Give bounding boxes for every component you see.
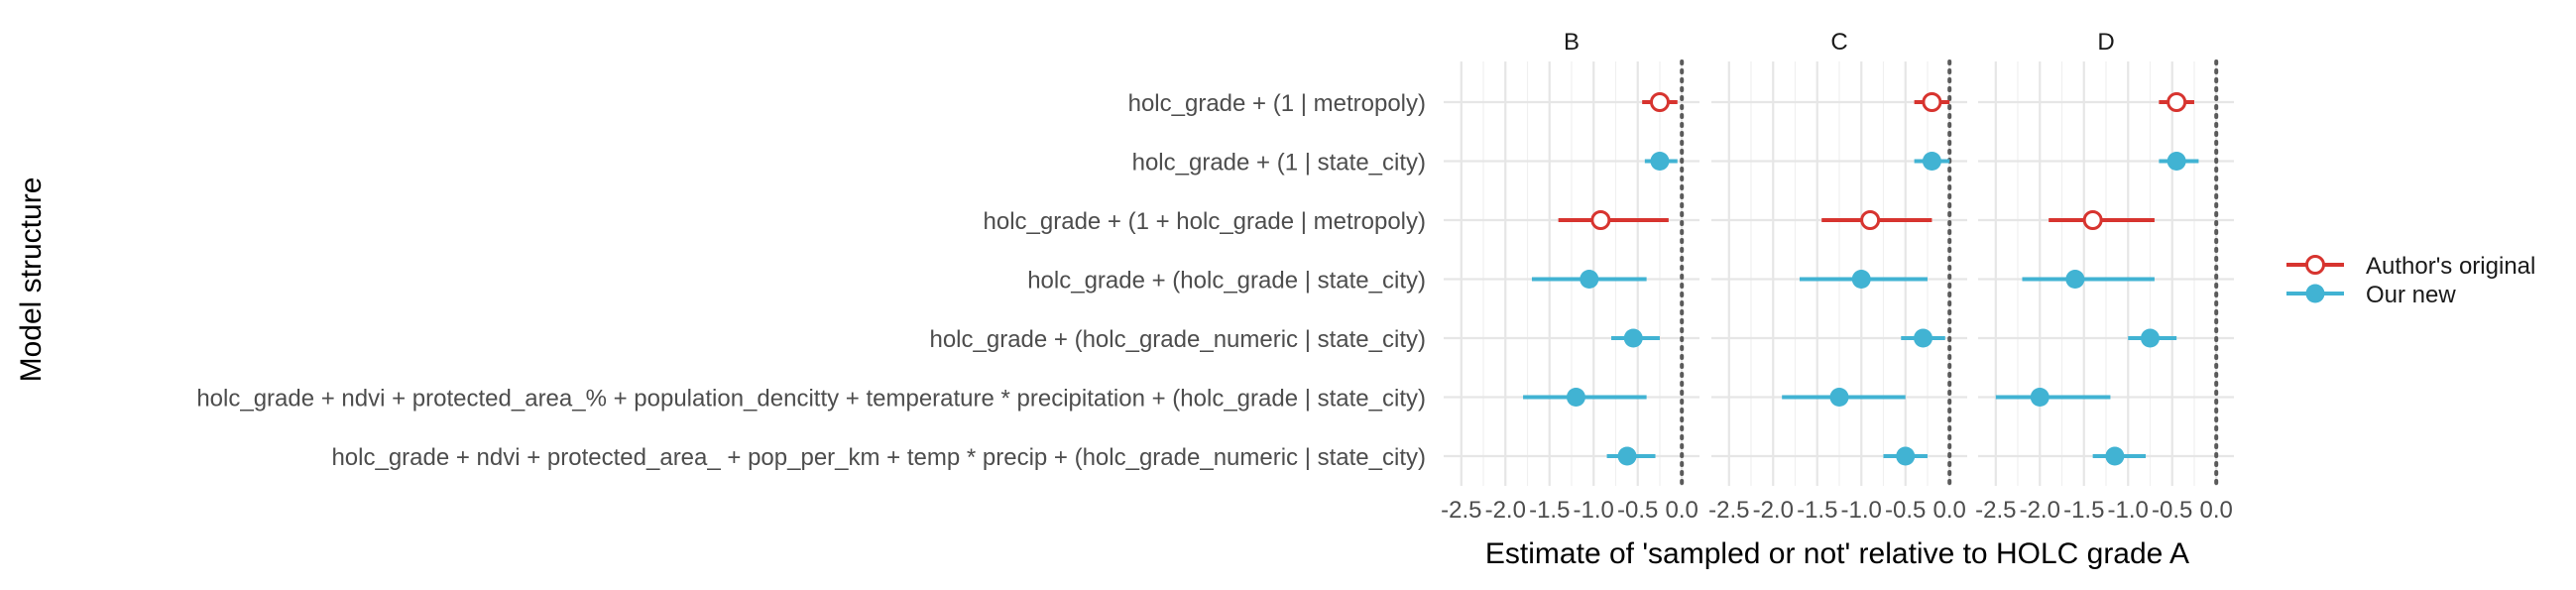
legend-key-marker <box>2305 284 2325 303</box>
legend-key-marker <box>2305 255 2325 275</box>
estimate-point-new <box>1617 446 1637 466</box>
estimate-point-new <box>2105 446 2125 466</box>
estimate-point-new <box>2166 152 2186 171</box>
model-label: holc_grade + (1 + holc_grade | metropoly… <box>984 208 1427 235</box>
estimate-point-original <box>1590 210 1611 230</box>
x-tick-label: -2.0 <box>1753 497 1794 524</box>
facet-label: D <box>2097 29 2114 56</box>
legend-label: Author's original <box>2366 253 2535 280</box>
estimate-point-new <box>1580 270 1599 289</box>
estimate-point-original <box>1922 92 1942 112</box>
x-tick-label: -1.0 <box>1841 497 1882 524</box>
estimate-point-new <box>1851 270 1871 289</box>
legend-label: Our new <box>2366 282 2456 308</box>
estimate-point-new <box>1566 388 1585 407</box>
x-tick-label: -0.5 <box>2152 497 2192 524</box>
x-tick-label: -2.5 <box>1975 497 2016 524</box>
x-tick-label: 0.0 <box>1933 497 1966 524</box>
estimate-point-new <box>2030 388 2049 407</box>
estimate-point-new <box>1914 328 1933 348</box>
x-tick-label: -0.5 <box>1885 497 1926 524</box>
model-label: holc_grade + ndvi + protected_area_ + po… <box>331 444 1426 471</box>
model-label: holc_grade + (holc_grade_numeric | state… <box>929 326 1426 353</box>
x-tick-label: -2.0 <box>1485 497 1526 524</box>
estimate-point-new <box>1650 152 1670 171</box>
estimate-point-original <box>2082 210 2103 230</box>
estimate-point-original <box>1860 210 1881 230</box>
estimate-point-new <box>2140 328 2160 348</box>
x-tick-label: -2.0 <box>2020 497 2060 524</box>
x-tick-label: -1.5 <box>1529 497 1570 524</box>
model-label: holc_grade + (1 | metropoly) <box>1128 90 1426 117</box>
model-label: holc_grade + (holc_grade | state_city) <box>1027 268 1426 295</box>
model-label: holc_grade + ndvi + protected_area_% + p… <box>196 386 1426 413</box>
estimate-point-new <box>1623 328 1643 348</box>
x-tick-label: -0.5 <box>1617 497 1658 524</box>
x-tick-label: 0.0 <box>2200 497 2233 524</box>
model-label: holc_grade + (1 | state_city) <box>1132 150 1426 177</box>
facet-panel-D: D -2.5 -2.0 -1.5 -1.0 -0.5 0.0 <box>1975 29 2234 524</box>
x-tick-label: -1.0 <box>2108 497 2149 524</box>
panels-layer: B-2.5 -2.0 -1.5 -1.0 -0.5 0.0C-2.5 -2.0 -1.5 -1.… <box>1441 29 2234 524</box>
model-labels: holc_grade + (1 | metropoly) holc_grade +… <box>196 90 1426 471</box>
x-tick-label: -1.0 <box>1574 497 1614 524</box>
facet-panel-C: C -2.5 -2.0 -1.5 -1.0 -0.5 0.0 <box>1708 29 1967 524</box>
facet-panel-B: B -2.5 -2.0 -1.5 -1.0 -0.5 0.0 <box>1441 29 1699 524</box>
facet-label: B <box>1564 29 1580 56</box>
y-axis-title: Model structure <box>15 177 48 383</box>
estimate-point-new <box>1896 446 1916 466</box>
estimate-point-new <box>2065 270 2085 289</box>
facet-label: C <box>1830 29 1847 56</box>
x-tick-label: 0.0 <box>1666 497 1698 524</box>
estimate-point-original <box>2166 92 2187 112</box>
x-tick-label: -2.5 <box>1441 497 1481 524</box>
x-axis-title: Estimate of 'sampled or not' relative to… <box>1485 537 2189 570</box>
estimate-point-new <box>1922 152 1941 171</box>
estimate-point-original <box>1649 92 1670 112</box>
x-tick-label: -1.5 <box>1797 497 1837 524</box>
estimate-point-new <box>1829 388 1849 407</box>
x-tick-label: -2.5 <box>1708 497 1749 524</box>
x-tick-label: -1.5 <box>2063 497 2104 524</box>
